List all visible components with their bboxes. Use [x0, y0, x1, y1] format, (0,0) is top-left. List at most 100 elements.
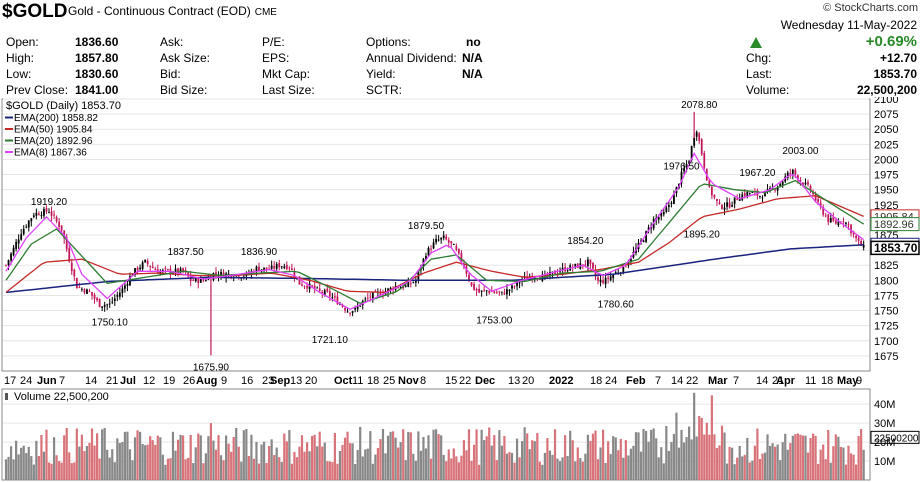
volume-bar	[111, 449, 114, 480]
price-bar-body	[430, 248, 432, 250]
price-bar-body	[746, 192, 749, 197]
volume-bar	[15, 440, 18, 480]
volume-bar	[240, 461, 243, 480]
volume-bar	[88, 442, 91, 480]
price-bar-body	[283, 266, 286, 268]
volume-bar	[485, 436, 488, 480]
price-bar-body	[764, 191, 766, 197]
volume-bar	[384, 453, 387, 480]
volume-bar	[612, 436, 615, 480]
volume-bar	[827, 429, 830, 480]
prev-close-value: 1841.00	[75, 83, 119, 97]
up-arrow-icon	[750, 37, 762, 48]
x-axis-label: 11	[805, 375, 816, 387]
price-bar-body	[318, 288, 321, 291]
ema20-line	[5, 179, 865, 304]
volume-bar	[65, 427, 68, 480]
price-bar-body	[154, 268, 157, 271]
volume-bar	[849, 453, 853, 480]
price-bar-body	[834, 220, 837, 224]
price-bar-body	[759, 196, 761, 197]
volume-bar	[333, 433, 336, 480]
volume-bar	[804, 435, 807, 480]
volume-bar	[58, 461, 61, 480]
volume-bar	[70, 463, 73, 480]
volume-bar	[710, 395, 713, 480]
price-bar-body	[743, 192, 746, 197]
volume-bar	[579, 457, 582, 480]
volume-bar	[791, 435, 794, 480]
x-axis-label: 20	[522, 375, 534, 387]
x-axis-label: 18	[590, 375, 602, 387]
volume-bar	[839, 446, 842, 480]
volume-bar	[748, 462, 751, 480]
volume-bar	[503, 435, 506, 480]
volume-bar	[409, 432, 412, 480]
volume-bar	[432, 429, 435, 480]
price-bar-body	[493, 291, 496, 293]
options-label: Options:	[366, 35, 411, 49]
price-bar-body	[781, 181, 784, 186]
price-bar-body	[789, 173, 792, 174]
price-bar-body	[313, 285, 316, 290]
volume-bar	[250, 434, 253, 480]
volume-bar	[751, 460, 754, 480]
volume-bar	[854, 464, 858, 480]
volume-bar	[523, 427, 526, 480]
volume-bar	[763, 452, 767, 480]
volume-bar	[801, 435, 805, 480]
price-bar-body	[723, 207, 726, 210]
price-bar-body	[58, 221, 61, 228]
ema8-line	[5, 151, 865, 311]
price-bar-body	[468, 274, 470, 281]
volume-bar	[690, 439, 693, 480]
price-bar-body	[75, 278, 78, 289]
price-bar-body	[513, 286, 516, 288]
volume-bar	[230, 451, 233, 480]
price-bar-body	[824, 215, 827, 217]
price-bar-body	[53, 214, 55, 216]
price-bar-body	[508, 289, 511, 291]
volume-bar	[571, 440, 574, 480]
volume-legend-text: Volume 22,500,200	[14, 391, 109, 403]
volume-bar	[369, 431, 372, 480]
price-bar-body	[862, 244, 865, 248]
volume-bar	[83, 451, 86, 480]
price-bar-body	[799, 180, 802, 182]
volume-bar	[214, 449, 218, 480]
volume-bar	[164, 464, 167, 480]
price-bar-body	[316, 287, 319, 289]
price-bar-body	[829, 218, 832, 223]
price-bar-body	[498, 291, 501, 293]
volume-bar	[30, 456, 33, 480]
volume-bar	[131, 460, 134, 480]
volume-bar	[738, 445, 741, 480]
volume-bar	[842, 447, 845, 480]
price-bar-body	[440, 237, 443, 240]
price-bar-body	[202, 279, 205, 281]
price-bar-body	[495, 292, 498, 294]
price-bar-body	[589, 259, 592, 264]
price-bar-body	[584, 264, 587, 266]
x-axis-label: 17	[4, 375, 16, 387]
price-annotation: 1750.10	[92, 317, 129, 328]
volume-bar	[371, 463, 374, 480]
price-bar-body	[96, 298, 98, 301]
volume-bar	[627, 455, 630, 480]
price-chart[interactable]: 1919.20 1837.50 1836.90 1879.50 1854.20 1976.…	[0, 97, 921, 373]
volume-bar	[490, 445, 493, 480]
volume-bar	[513, 462, 516, 480]
volume-bar	[576, 447, 579, 480]
stockcharts-brand[interactable]: © StockCharts.com	[823, 2, 918, 14]
volume-bar	[366, 448, 369, 480]
volume-bar	[746, 437, 749, 480]
price-bar-body	[708, 180, 711, 187]
price-bar-body	[263, 267, 265, 270]
price-bar-body	[733, 197, 736, 204]
volume-bar	[25, 453, 28, 480]
price-bar-body	[121, 288, 124, 294]
price-bar-body	[630, 258, 632, 261]
